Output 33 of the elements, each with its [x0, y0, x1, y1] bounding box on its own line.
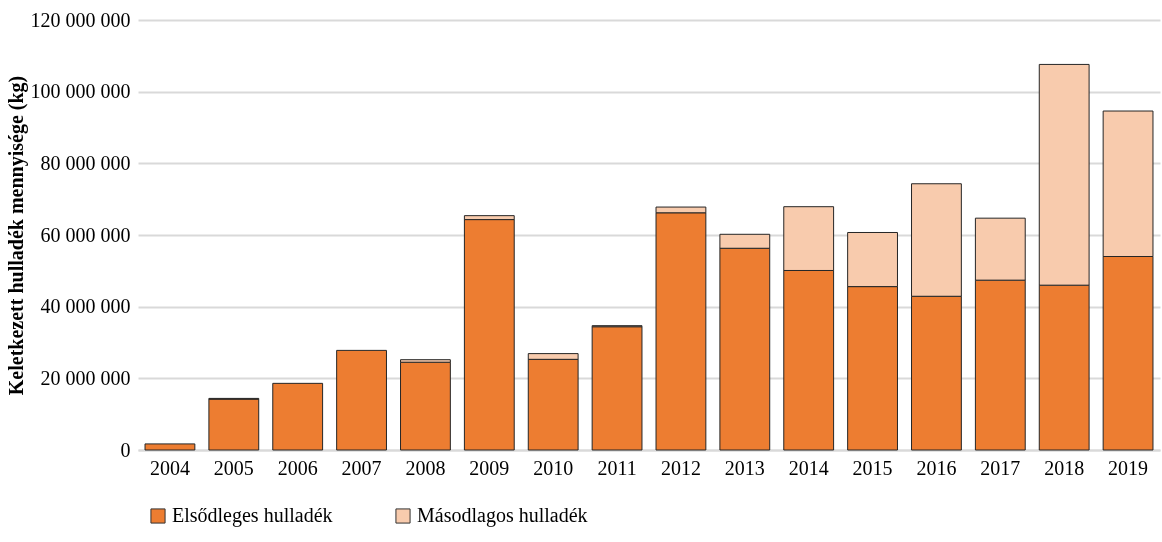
x-tick-label: 2016: [916, 456, 957, 479]
x-tick-label: 2014: [788, 456, 829, 479]
y-tick-label: 120 000 000: [30, 8, 131, 31]
x-tick-label: 2015: [852, 456, 893, 479]
legend-label: Másodlagos hulladék: [417, 504, 588, 527]
bar: [208, 398, 260, 451]
x-tick-label: 2011: [597, 456, 637, 479]
x-tick-label: 2004: [149, 456, 190, 479]
bar: [272, 382, 324, 451]
y-axis-title: Keletkezett hulladék mennyisége (kg): [4, 75, 28, 396]
x-tick-label: 2019: [1108, 456, 1149, 479]
bar: [463, 219, 515, 451]
x-tick-label: 2017: [980, 456, 1021, 479]
y-tick-label: 40 000 000: [40, 295, 131, 318]
y-tick-label: 80 000 000: [40, 151, 131, 174]
x-tick-label: 2013: [724, 456, 765, 479]
x-tick-label: 2008: [405, 456, 446, 479]
x-tick-label: 2018: [1044, 456, 1085, 479]
x-tick-label: 2007: [341, 456, 382, 479]
y-tick-label: 60 000 000: [40, 223, 131, 246]
x-tick-label: 2010: [533, 456, 574, 479]
x-tick-label: 2006: [277, 456, 318, 479]
bar: [144, 443, 196, 451]
y-tick-label: 0: [120, 438, 131, 461]
x-tick-label: 2012: [660, 456, 701, 479]
bar: [591, 326, 643, 451]
y-tick-label: 20 000 000: [40, 366, 131, 389]
x-tick-label: 2009: [469, 456, 510, 479]
bar: [400, 361, 451, 451]
y-tick-label: 100 000 000: [30, 80, 131, 103]
legend-label: Elsődleges hulladék: [172, 504, 333, 527]
x-tick-label: 2005: [213, 456, 254, 479]
bar: [336, 349, 387, 451]
